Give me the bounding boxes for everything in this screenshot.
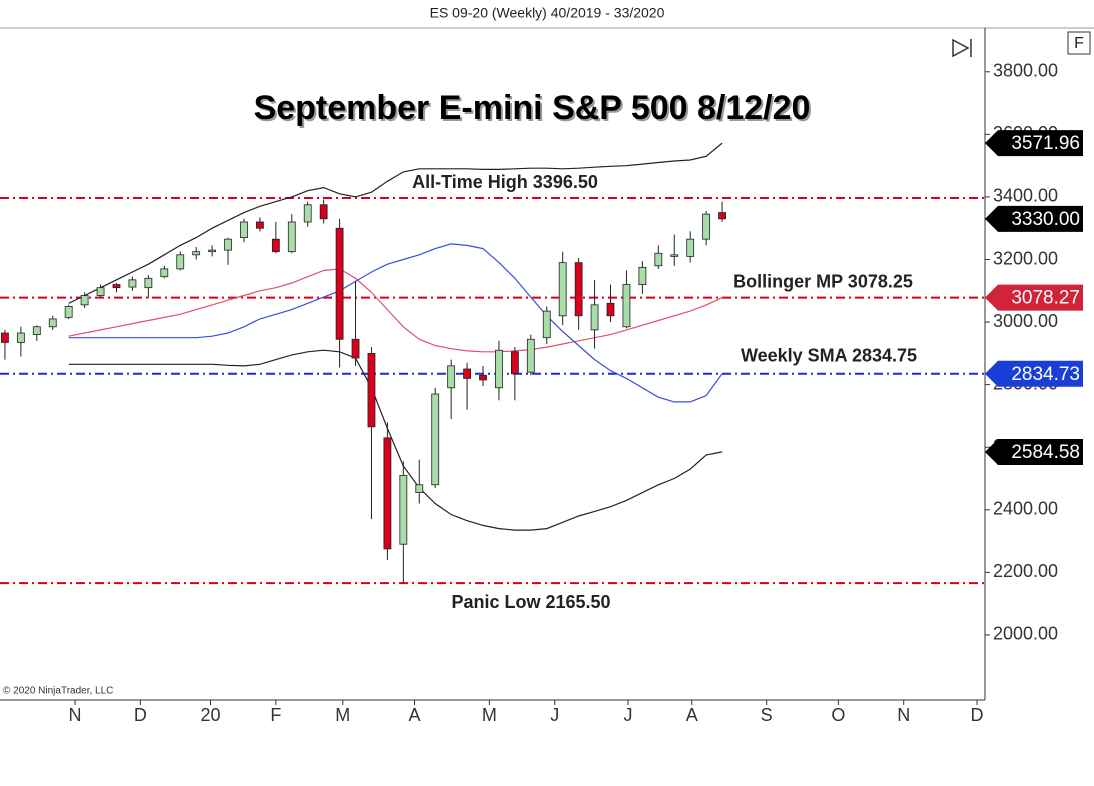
candle-body [112, 284, 121, 289]
candle-body [479, 374, 487, 381]
price-marker-label: 2584.58 [1011, 442, 1080, 463]
candle-body [208, 249, 217, 253]
price-marker-label: 3330.00 [1011, 209, 1080, 230]
candle-body [526, 338, 535, 373]
price-marker-label: 3571.96 [1011, 133, 1080, 154]
x-tick-label: N [69, 705, 82, 725]
scroll-end-icon[interactable] [952, 38, 972, 58]
candle-body [240, 221, 248, 239]
candle-body [160, 268, 169, 278]
candle-body [622, 284, 631, 328]
candle-body [271, 238, 280, 253]
y-tick-label: 2200.00 [993, 561, 1058, 581]
candle-body [574, 262, 583, 317]
overlay-line [68, 243, 723, 403]
candle-body [510, 351, 519, 375]
x-tick-label: A [408, 705, 420, 725]
x-tick-label: D [134, 705, 147, 725]
price-marker [985, 284, 1083, 311]
level-annotation: Panic Low 2165.50 [451, 592, 610, 612]
price-marker-label: 3078.27 [1011, 288, 1080, 309]
x-tick-label: J [550, 705, 559, 725]
plot-area [0, 142, 985, 585]
candle-body [542, 310, 551, 339]
candle-body [383, 437, 392, 550]
candle-body [606, 302, 615, 317]
x-tick-label: J [624, 705, 633, 725]
candle-body [80, 295, 89, 306]
candle-body [670, 254, 679, 257]
candle-body [399, 474, 408, 545]
candle-body [303, 204, 312, 223]
price-marker-label: 2834.73 [1011, 364, 1080, 385]
x-tick-label: O [831, 705, 845, 725]
candle-body [686, 238, 695, 257]
candle-body [96, 287, 105, 296]
x-tick-label: 20 [200, 705, 220, 725]
candle-body [415, 484, 424, 493]
overlay-line [68, 268, 723, 353]
candle-body [495, 349, 503, 389]
y-tick-label: 3400.00 [993, 186, 1058, 206]
price-marker [985, 205, 1083, 232]
level-annotation: Bollinger MP 3078.25 [733, 271, 913, 291]
y-tick-label: 3200.00 [993, 248, 1058, 268]
candle-body [558, 262, 567, 317]
x-tick-label: M [482, 705, 497, 725]
f-button-label[interactable]: F [1074, 35, 1084, 52]
chart-title: September E-mini S&P 500 8/12/20 [254, 89, 811, 127]
candle-body [1, 332, 9, 343]
x-tick-label: F [270, 705, 281, 725]
x-tick-label: D [971, 705, 984, 725]
chart-subtitle: ES 09-20 (Weekly) 40/2019 - 33/2020 [430, 5, 665, 21]
candle-body [638, 266, 647, 285]
x-tick-label: N [897, 705, 910, 725]
price-marker [985, 130, 1083, 157]
price-marker [985, 439, 1083, 466]
level-annotation: Weekly SMA 2834.75 [741, 346, 917, 366]
candle-body [256, 221, 264, 229]
x-tick-label: A [686, 705, 698, 725]
y-tick-label: 2400.00 [993, 499, 1058, 519]
candle-body [654, 252, 663, 267]
candle-body [176, 254, 185, 270]
candle-body [144, 277, 153, 289]
level-annotation: All-Time High 3396.50 [412, 172, 598, 192]
y-tick-label: 3000.00 [993, 311, 1058, 331]
candle-body [447, 365, 456, 389]
candle-body [367, 352, 376, 428]
candle-body [319, 204, 328, 220]
candle-body [128, 279, 137, 288]
y-tick-label: 3800.00 [993, 61, 1058, 81]
candle-body [287, 221, 296, 253]
overlay-line [68, 142, 723, 304]
candle-body [224, 238, 232, 251]
x-tick-label: S [761, 705, 773, 725]
candle-body [431, 393, 440, 486]
candle-body [590, 304, 599, 331]
y-tick-label: 2000.00 [993, 624, 1058, 644]
x-tick-label: M [335, 705, 350, 725]
candle-body [718, 212, 726, 220]
candle-body [335, 227, 344, 340]
overlay-line [68, 349, 723, 531]
candle-body [32, 326, 41, 335]
candle-body [64, 306, 73, 318]
candle-body [192, 251, 201, 256]
candle-body [702, 213, 711, 240]
candle-body [463, 368, 471, 379]
candle-body [16, 332, 25, 343]
copyright: © 2020 NinjaTrader, LLC [3, 686, 113, 697]
price-marker [985, 360, 1083, 387]
candle-body [351, 338, 360, 359]
f-button[interactable] [1067, 31, 1091, 55]
candle-body [48, 318, 57, 328]
